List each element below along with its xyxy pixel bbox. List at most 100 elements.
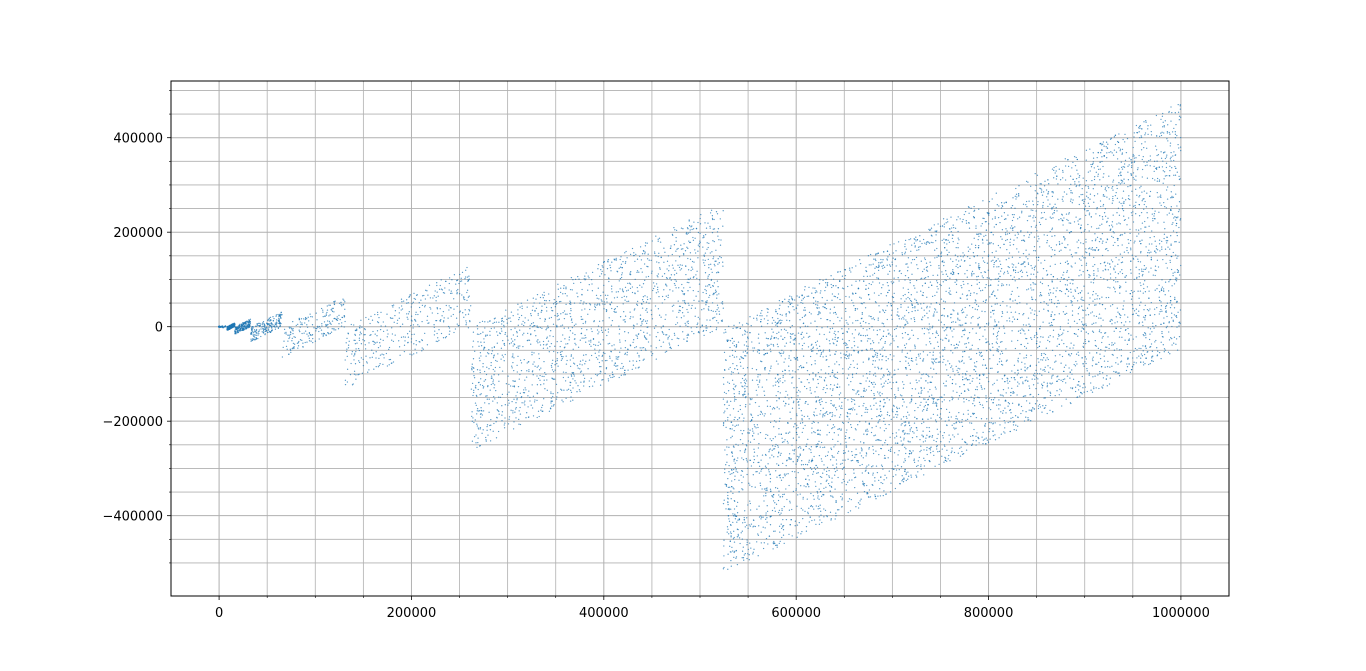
scatter-point [557,314,559,317]
scatter-point [803,309,805,311]
scatter-point [604,294,607,296]
scatter-point [1132,291,1134,294]
scatter-point [789,431,791,433]
scatter-point [717,286,719,288]
scatter-point [580,327,583,330]
scatter-point [1104,248,1107,250]
scatter-point [996,404,998,406]
scatter-point [353,339,355,341]
scatter-point [982,200,984,202]
scatter-point [692,239,695,241]
scatter-point [485,373,488,376]
scatter-point [718,313,721,315]
scatter-point [403,344,406,346]
scatter-point [628,282,631,284]
scatter-point [377,366,380,368]
scatter-point [590,278,593,281]
scatter-point [788,370,790,372]
scatter-point [1009,421,1011,423]
scatter-point [812,473,814,475]
scatter-point [929,452,932,454]
scatter-point [472,371,475,373]
scatter-point [713,218,715,221]
scatter-point [662,341,665,343]
scatter-point [264,333,266,336]
scatter-point [705,302,707,304]
scatter-point [885,359,887,362]
scatter-point [693,261,695,263]
scatter-point [251,330,254,332]
scatter-point [855,319,857,322]
scatter-point [563,317,566,320]
scatter-point [279,316,282,318]
scatter-point [668,344,671,346]
scatter-point [866,411,868,413]
scatter-point [961,438,963,440]
scatter-point [772,437,774,440]
scatter-point [644,279,646,281]
scatter-point [784,380,786,382]
scatter-point [465,322,468,324]
scatter-point [841,328,843,330]
scatter-point [1010,394,1012,397]
scatter-point [435,340,437,342]
scatter-point [290,351,292,354]
scatter-point [908,422,910,424]
scatter-point [634,308,636,310]
scatter-point [257,324,259,327]
scatter-point [995,192,997,194]
scatter-point [1095,293,1097,295]
scatter-point [923,387,925,389]
scatter-point [672,290,674,292]
scatter-point [704,272,707,274]
scatter-point [646,320,649,322]
scatter-point [526,370,528,372]
scatter-point [740,429,742,432]
scatter-point [1082,345,1084,348]
scatter-point [510,311,513,313]
scatter-point [757,533,759,535]
scatter-point [320,329,323,331]
scatter-point [945,222,947,224]
scatter-point [778,509,781,512]
scatter-point [741,377,744,380]
scatter-point [379,342,381,344]
scatter-point [730,536,732,538]
scatter-point [537,365,540,367]
scatter-point [1078,185,1080,187]
scatter-point [903,401,905,403]
scatter-point [508,416,511,418]
scatter-point [1001,283,1003,285]
scatter-point [497,409,499,412]
scatter-point [1115,151,1118,153]
scatter-point [560,300,562,303]
scatter-point [644,242,647,244]
scatter-point [527,332,529,335]
scatter-point [601,354,604,357]
scatter-point [540,409,542,411]
scatter-point [637,367,639,369]
scatter-point [572,348,574,350]
scatter-point [942,218,945,220]
scatter-point [659,267,661,269]
scatter-point [745,395,747,398]
scatter-point [1095,322,1097,324]
scatter-point [415,339,417,342]
scatter-point [1032,282,1034,284]
scatter-point [279,323,281,325]
scatter-point [232,326,234,328]
scatter-point [326,311,328,314]
scatter-point [949,438,952,440]
scatter-point [488,403,490,405]
scatter-point [583,381,585,383]
scatter-point [897,454,899,456]
scatter-point [684,322,686,325]
scatter-point [299,330,301,333]
scatter-point [491,350,494,352]
scatter-point [556,396,558,398]
scatter-point [876,334,878,336]
scatter-point [371,319,374,321]
scatter-point [668,328,670,331]
scatter-point [939,431,942,433]
scatter-point [486,425,488,428]
